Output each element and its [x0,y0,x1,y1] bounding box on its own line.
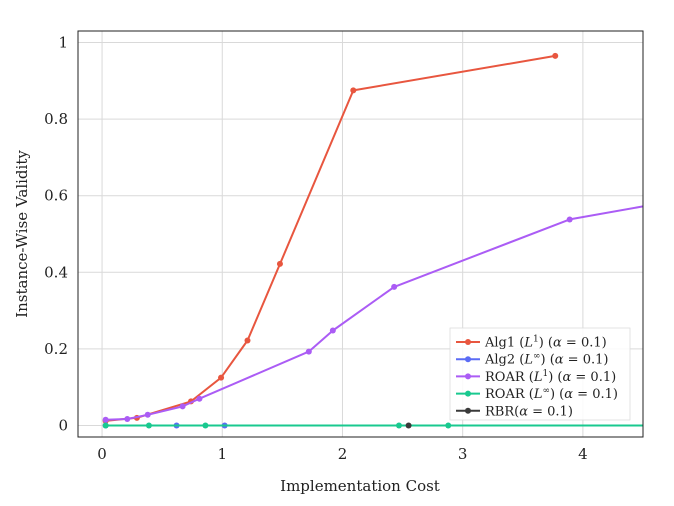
y-tick-label: 1 [58,33,68,51]
x-tick-label: 4 [578,445,588,463]
y-tick-label: 0.2 [44,340,68,358]
data-point [329,327,336,334]
x-tick-label: 0 [97,445,107,463]
legend-label: ROAR (L∞) (α = 0.1) [485,386,618,402]
data-point [395,422,402,429]
data-point [124,415,131,422]
data-point [405,422,412,429]
legend-swatch-marker [465,339,471,345]
y-tick-label: 0.6 [44,187,68,205]
legend-swatch-marker [465,407,471,414]
series-line-roar-l-0-1 [105,205,643,421]
legend: Alg1 (L1) (α = 0.1)Alg2 (L∞) (α = 0.1)RO… [449,327,631,421]
data-point [350,87,357,94]
legend-label: Alg2 (L∞) (α = 0.1) [484,352,608,368]
legend-swatch-marker [465,390,471,397]
legend-swatch-marker [465,356,471,363]
tick-labels: 0 1 2 3 4 0 0.2 0.4 0.6 0.8 1 [44,33,588,463]
x-tick-label: 1 [217,445,227,463]
series-rbr-0-1 [405,422,412,429]
data-point [445,422,452,429]
y-axis-title: Instance-Wise Validity [13,150,31,318]
x-tick-label: 3 [458,445,468,463]
y-tick-label: 0 [58,417,68,435]
data-point [244,337,251,344]
y-tick-label: 0.8 [44,110,68,128]
y-tick-label: 0.4 [44,263,68,281]
data-point [145,422,152,429]
data-point [218,374,225,381]
legend-label: Alg1 (L1) (α = 0.1) [484,335,607,351]
x-axis-title: Implementation Cost [280,477,440,495]
data-point [391,283,398,290]
data-point [196,395,203,402]
data-point [552,52,559,59]
legend-swatch-marker [465,373,471,380]
data-point [179,403,186,410]
series-roar-l-0-1 [102,422,643,429]
data-point [202,422,209,429]
data-point [566,216,573,223]
data-point [276,260,283,267]
legend-box [449,327,631,421]
legend-label: RBR(α = 0.1) [485,404,573,419]
plot-frame [77,30,644,438]
data-point [102,422,109,429]
legend-label: ROAR (L1) (α = 0.1) [485,369,616,385]
data-point [305,348,312,355]
data-point [102,416,109,423]
series-layer [102,52,643,429]
x-tick-label: 2 [338,445,348,463]
series-roar-l-0-1 [102,205,643,423]
data-point [144,411,151,418]
series-group [102,52,643,429]
